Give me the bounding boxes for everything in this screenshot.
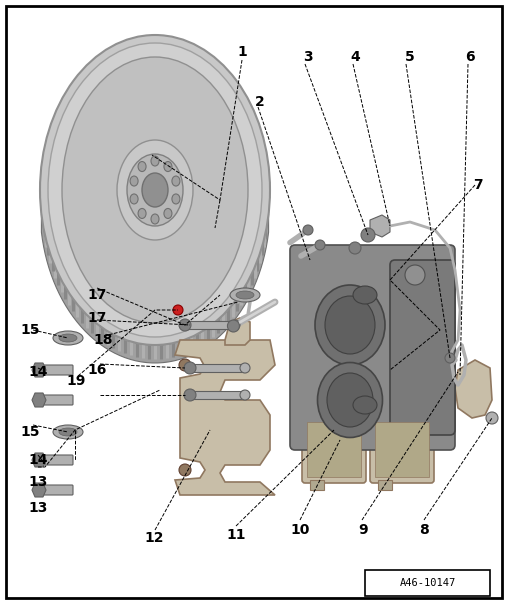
Text: 1: 1 <box>237 45 247 59</box>
Text: 17: 17 <box>87 311 107 325</box>
Ellipse shape <box>127 154 183 226</box>
FancyBboxPatch shape <box>290 245 455 450</box>
Polygon shape <box>370 215 390 237</box>
Bar <box>307 422 361 477</box>
Polygon shape <box>32 363 46 377</box>
FancyBboxPatch shape <box>390 260 455 435</box>
FancyBboxPatch shape <box>365 570 490 596</box>
Circle shape <box>179 359 191 371</box>
Circle shape <box>349 242 361 254</box>
Polygon shape <box>32 393 46 407</box>
Polygon shape <box>455 360 492 418</box>
Circle shape <box>315 240 325 250</box>
Circle shape <box>184 362 196 374</box>
Ellipse shape <box>130 194 138 204</box>
Ellipse shape <box>315 285 385 365</box>
FancyBboxPatch shape <box>370 372 434 483</box>
Ellipse shape <box>230 288 260 302</box>
Text: 4: 4 <box>350 50 360 64</box>
Ellipse shape <box>172 194 180 204</box>
Text: 11: 11 <box>226 528 246 542</box>
FancyBboxPatch shape <box>41 395 73 405</box>
Bar <box>378 480 392 490</box>
Ellipse shape <box>138 208 146 219</box>
Bar <box>344 367 358 377</box>
Ellipse shape <box>142 173 168 207</box>
Text: 14: 14 <box>28 453 48 467</box>
Circle shape <box>486 412 498 424</box>
Bar <box>310 480 324 490</box>
Ellipse shape <box>59 334 77 342</box>
Ellipse shape <box>40 35 270 345</box>
Text: 5: 5 <box>405 50 415 64</box>
Text: 7: 7 <box>473 178 483 192</box>
Ellipse shape <box>318 362 383 437</box>
Bar <box>375 422 429 477</box>
Circle shape <box>361 228 375 242</box>
Polygon shape <box>32 453 46 467</box>
Ellipse shape <box>53 425 83 439</box>
FancyBboxPatch shape <box>41 485 73 495</box>
Ellipse shape <box>62 57 248 323</box>
Ellipse shape <box>138 161 146 172</box>
Ellipse shape <box>117 140 193 240</box>
Circle shape <box>179 319 191 331</box>
Text: 18: 18 <box>93 333 113 347</box>
Text: 2: 2 <box>255 95 265 109</box>
Ellipse shape <box>53 331 83 345</box>
Text: 15: 15 <box>20 425 40 439</box>
FancyBboxPatch shape <box>41 455 73 465</box>
Circle shape <box>405 265 425 285</box>
FancyBboxPatch shape <box>302 372 366 483</box>
Bar <box>378 367 392 377</box>
Ellipse shape <box>130 176 138 186</box>
Text: 3: 3 <box>303 50 313 64</box>
Text: 15: 15 <box>20 323 40 337</box>
Text: 6: 6 <box>465 50 475 64</box>
Bar <box>190 364 245 372</box>
Polygon shape <box>32 483 46 497</box>
Text: 8: 8 <box>419 523 429 537</box>
Ellipse shape <box>327 373 373 427</box>
Text: A46-10147: A46-10147 <box>400 578 456 588</box>
Text: 14: 14 <box>28 365 48 379</box>
Bar <box>310 367 324 377</box>
Circle shape <box>184 389 196 401</box>
Circle shape <box>179 464 191 476</box>
Text: 10: 10 <box>290 523 310 537</box>
Ellipse shape <box>236 291 254 299</box>
FancyBboxPatch shape <box>41 365 73 375</box>
Circle shape <box>228 320 239 332</box>
Text: 13: 13 <box>28 501 48 515</box>
Text: 19: 19 <box>67 374 86 388</box>
Bar <box>190 391 245 399</box>
Circle shape <box>240 363 250 373</box>
Ellipse shape <box>353 396 377 414</box>
Text: 16: 16 <box>87 363 107 377</box>
Circle shape <box>173 305 183 315</box>
Ellipse shape <box>325 296 375 354</box>
Ellipse shape <box>59 428 77 436</box>
Ellipse shape <box>172 176 180 186</box>
Ellipse shape <box>353 286 377 304</box>
Text: 13: 13 <box>28 475 48 489</box>
Ellipse shape <box>164 161 172 172</box>
Polygon shape <box>225 318 250 345</box>
Ellipse shape <box>48 43 262 337</box>
Text: 17: 17 <box>87 288 107 302</box>
Ellipse shape <box>151 156 159 166</box>
Text: 9: 9 <box>358 523 368 537</box>
Text: 12: 12 <box>144 531 164 545</box>
Polygon shape <box>42 214 269 363</box>
Ellipse shape <box>151 214 159 224</box>
Bar <box>412 367 426 377</box>
Circle shape <box>445 353 455 363</box>
Ellipse shape <box>164 208 172 219</box>
Polygon shape <box>175 340 275 495</box>
Circle shape <box>230 320 240 330</box>
Circle shape <box>240 390 250 400</box>
Bar <box>185 321 235 329</box>
Circle shape <box>303 225 313 235</box>
